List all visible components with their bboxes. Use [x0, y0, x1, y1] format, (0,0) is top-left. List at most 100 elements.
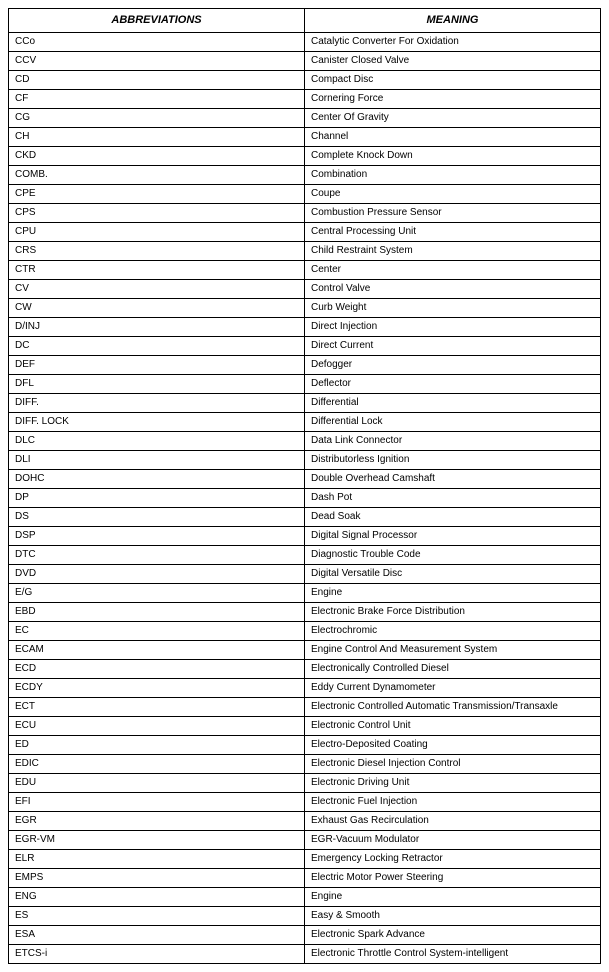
- meaning-cell: Combustion Pressure Sensor: [305, 204, 601, 223]
- abbr-cell: ES: [9, 907, 305, 926]
- abbr-cell: EGR: [9, 812, 305, 831]
- table-row: DEFDefogger: [9, 356, 601, 375]
- abbr-cell: CTR: [9, 261, 305, 280]
- abbr-cell: E/G: [9, 584, 305, 603]
- table-row: ETCS-iElectronic Throttle Control System…: [9, 945, 601, 964]
- meaning-cell: EGR-Vacuum Modulator: [305, 831, 601, 850]
- table-row: EGR-VMEGR-Vacuum Modulator: [9, 831, 601, 850]
- meaning-cell: Digital Signal Processor: [305, 527, 601, 546]
- meaning-cell: Differential: [305, 394, 601, 413]
- abbr-cell: DLI: [9, 451, 305, 470]
- abbr-cell: DFL: [9, 375, 305, 394]
- abbr-cell: CCo: [9, 33, 305, 52]
- meaning-cell: Electronically Controlled Diesel: [305, 660, 601, 679]
- abbr-cell: DTC: [9, 546, 305, 565]
- abbr-cell: ETCS-i: [9, 945, 305, 964]
- table-header-row: ABBREVIATIONS MEANING: [9, 9, 601, 33]
- table-row: EDElectro-Deposited Coating: [9, 736, 601, 755]
- abbr-cell: ECT: [9, 698, 305, 717]
- header-meaning: MEANING: [305, 9, 601, 33]
- abbr-cell: DOHC: [9, 470, 305, 489]
- table-row: CRSChild Restraint System: [9, 242, 601, 261]
- abbr-cell: CPE: [9, 185, 305, 204]
- table-row: CPECoupe: [9, 185, 601, 204]
- table-row: CGCenter Of Gravity: [9, 109, 601, 128]
- meaning-cell: Electronic Controlled Automatic Transmis…: [305, 698, 601, 717]
- table-row: DPDash Pot: [9, 489, 601, 508]
- abbr-cell: ED: [9, 736, 305, 755]
- table-row: DIFF.Differential: [9, 394, 601, 413]
- abbr-cell: DS: [9, 508, 305, 527]
- abbr-cell: DLC: [9, 432, 305, 451]
- table-row: CPUCentral Processing Unit: [9, 223, 601, 242]
- meaning-cell: Electric Motor Power Steering: [305, 869, 601, 888]
- meaning-cell: Electronic Control Unit: [305, 717, 601, 736]
- meaning-cell: Data Link Connector: [305, 432, 601, 451]
- meaning-cell: Electronic Diesel Injection Control: [305, 755, 601, 774]
- table-row: DFLDeflector: [9, 375, 601, 394]
- table-row: CWCurb Weight: [9, 299, 601, 318]
- table-row: ENGEngine: [9, 888, 601, 907]
- meaning-cell: Dead Soak: [305, 508, 601, 527]
- meaning-cell: Electronic Brake Force Distribution: [305, 603, 601, 622]
- abbr-cell: ECAM: [9, 641, 305, 660]
- meaning-cell: Compact Disc: [305, 71, 601, 90]
- abbr-cell: EMPS: [9, 869, 305, 888]
- table-row: DOHCDouble Overhead Camshaft: [9, 470, 601, 489]
- meaning-cell: Complete Knock Down: [305, 147, 601, 166]
- meaning-cell: Electrochromic: [305, 622, 601, 641]
- meaning-cell: Exhaust Gas Recirculation: [305, 812, 601, 831]
- table-row: EDICElectronic Diesel Injection Control: [9, 755, 601, 774]
- meaning-cell: Emergency Locking Retractor: [305, 850, 601, 869]
- meaning-cell: Diagnostic Trouble Code: [305, 546, 601, 565]
- abbr-cell: CW: [9, 299, 305, 318]
- abbr-cell: ENG: [9, 888, 305, 907]
- abbr-cell: EBD: [9, 603, 305, 622]
- table-row: CCoCatalytic Converter For Oxidation: [9, 33, 601, 52]
- table-row: DLCData Link Connector: [9, 432, 601, 451]
- abbr-cell: DIFF.: [9, 394, 305, 413]
- abbr-cell: CCV: [9, 52, 305, 71]
- abbr-cell: D/INJ: [9, 318, 305, 337]
- abbr-cell: DP: [9, 489, 305, 508]
- abbr-cell: ECU: [9, 717, 305, 736]
- abbr-cell: EC: [9, 622, 305, 641]
- abbr-cell: ESA: [9, 926, 305, 945]
- meaning-cell: Engine Control And Measurement System: [305, 641, 601, 660]
- meaning-cell: Canister Closed Valve: [305, 52, 601, 71]
- table-row: EBDElectronic Brake Force Distribution: [9, 603, 601, 622]
- meaning-cell: Curb Weight: [305, 299, 601, 318]
- abbr-cell: DC: [9, 337, 305, 356]
- meaning-cell: Engine: [305, 888, 601, 907]
- abbr-cell: EGR-VM: [9, 831, 305, 850]
- abbr-cell: DEF: [9, 356, 305, 375]
- table-row: DVDDigital Versatile Disc: [9, 565, 601, 584]
- abbr-cell: CD: [9, 71, 305, 90]
- table-row: CCVCanister Closed Valve: [9, 52, 601, 71]
- table-row: ECElectrochromic: [9, 622, 601, 641]
- table-row: CDCompact Disc: [9, 71, 601, 90]
- meaning-cell: Electronic Fuel Injection: [305, 793, 601, 812]
- meaning-cell: Direct Injection: [305, 318, 601, 337]
- table-row: EDUElectronic Driving Unit: [9, 774, 601, 793]
- table-row: CPSCombustion Pressure Sensor: [9, 204, 601, 223]
- meaning-cell: Electro-Deposited Coating: [305, 736, 601, 755]
- table-row: EFIElectronic Fuel Injection: [9, 793, 601, 812]
- abbr-cell: CV: [9, 280, 305, 299]
- table-row: ECTElectronic Controlled Automatic Trans…: [9, 698, 601, 717]
- table-row: CFCornering Force: [9, 90, 601, 109]
- meaning-cell: Electronic Driving Unit: [305, 774, 601, 793]
- meaning-cell: Central Processing Unit: [305, 223, 601, 242]
- meaning-cell: Control Valve: [305, 280, 601, 299]
- table-row: ESEasy & Smooth: [9, 907, 601, 926]
- table-row: ELREmergency Locking Retractor: [9, 850, 601, 869]
- meaning-cell: Dash Pot: [305, 489, 601, 508]
- table-row: ECAMEngine Control And Measurement Syste…: [9, 641, 601, 660]
- abbr-cell: CPS: [9, 204, 305, 223]
- table-row: DCDirect Current: [9, 337, 601, 356]
- abbr-cell: CRS: [9, 242, 305, 261]
- meaning-cell: Differential Lock: [305, 413, 601, 432]
- abbr-cell: CG: [9, 109, 305, 128]
- meaning-cell: Cornering Force: [305, 90, 601, 109]
- abbr-cell: DIFF. LOCK: [9, 413, 305, 432]
